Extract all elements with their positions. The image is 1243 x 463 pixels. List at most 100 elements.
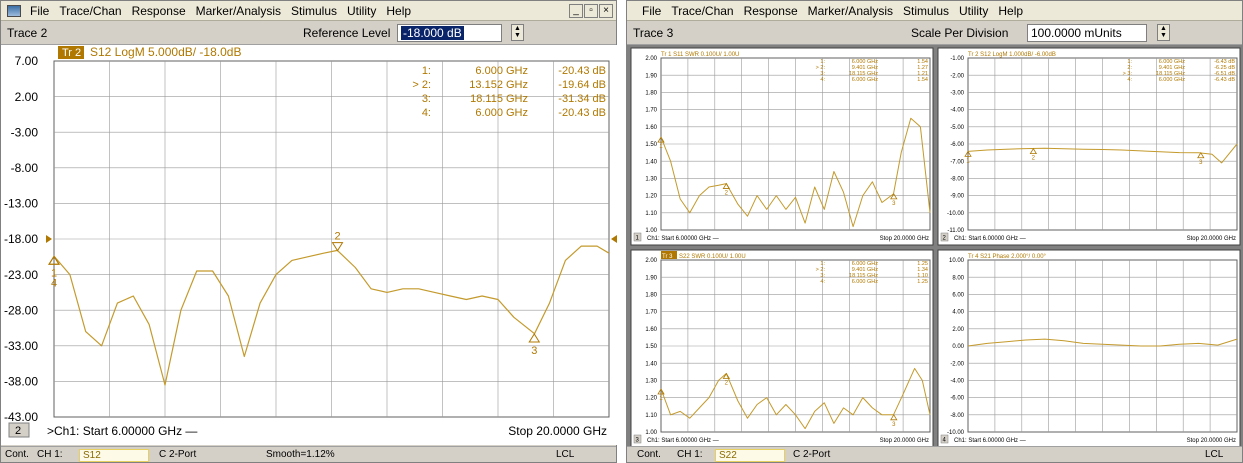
marker-readout-id: 4: [820, 77, 825, 83]
y-tick-label: -43.00 [4, 410, 38, 424]
status-parameter[interactable]: S22 [715, 449, 785, 462]
status-lcl: LCL [556, 449, 575, 460]
marker-readout-id: > 2: [412, 79, 431, 91]
menu-marker-analysis[interactable]: Marker/Analysis [195, 3, 281, 18]
y-tick-label: -23.00 [4, 268, 38, 282]
y-tick-label: 1.90 [645, 73, 657, 79]
chart-panel: -1.00 -2.00 -3.00 -4.00 -5.00 -6.00 -7.00 -8.00… [947, 56, 1238, 234]
marker-readout-value: 1.25 [917, 279, 928, 285]
y-tick-label: -10.00 [947, 430, 965, 436]
menu-file[interactable]: File [642, 3, 662, 18]
menu-response[interactable]: Response [743, 3, 798, 18]
marker-label: 1 [659, 144, 663, 150]
reference-level-spinner[interactable]: ▲ ▼ [511, 24, 524, 41]
marker-readout-id: > 3: [1123, 71, 1133, 77]
menu-response[interactable]: Response [131, 3, 186, 18]
marker-readout-freq: 18.115 GHz [470, 93, 528, 105]
y-tick-label: 0.00 [952, 344, 964, 350]
chart-title: S22 SWR 0.100U/ 1.00U [679, 254, 746, 260]
y-tick-label: 4.00 [952, 310, 964, 316]
channel-number-box [940, 232, 949, 242]
y-tick-label: -8.00 [11, 161, 39, 175]
trace-toolbar: Trace 2 Reference Level -18.000 dB ▲ ▼ [1, 21, 616, 45]
scale-input[interactable]: 100.0000 mUnits [1027, 24, 1147, 42]
restore-button[interactable]: ▫ [584, 3, 598, 18]
menu-utility[interactable]: Utility [959, 3, 989, 18]
menu-help[interactable]: Help [998, 3, 1024, 18]
marker-readout-id: > 2: [816, 65, 826, 71]
y-tick-label: 1.10 [645, 211, 657, 217]
channel-number-box [940, 434, 949, 444]
menu-trace-chan[interactable]: Trace/Chan [671, 3, 734, 18]
status-parameter[interactable]: S12 [79, 449, 149, 462]
marker-readout-freq: 18.115 GHz [849, 71, 878, 77]
start-frequency-label: Ch1: Start 6.00000 GHz — [954, 236, 1026, 242]
status-mode: Cont. [5, 449, 29, 460]
menu-help[interactable]: Help [386, 3, 412, 18]
y-tick-label: -2.00 [950, 73, 964, 79]
channel-number: 3 [636, 438, 640, 444]
channel-number: 1 [636, 236, 640, 242]
marker-readout-id: 1: [820, 261, 825, 267]
reference-level-arrow-left [46, 235, 52, 243]
y-tick-label: -1.00 [950, 56, 964, 62]
trace-line [660, 367, 931, 430]
y-tick-label: 1.70 [645, 108, 657, 114]
menu-trace-chan[interactable]: Trace/Chan [59, 3, 122, 18]
menu-stimulus[interactable]: Stimulus [291, 3, 338, 18]
marker-label: 2 [725, 191, 729, 197]
y-tick-label: -11.00 [947, 228, 964, 234]
y-tick-label: 1.00 [645, 430, 657, 436]
s12-logm-chart: Tr 2 S12 LogM 5.000dB/ -18.0dB 7.00 2.00 -3.… [1, 45, 618, 445]
analyzer-app-icon[interactable] [7, 4, 21, 17]
trace-line [53, 245, 610, 386]
marker-readout-value: 1.54 [917, 59, 928, 65]
marker-readout-freq: 6.000 GHz [852, 261, 879, 267]
marker-readout-value: 1.21 [917, 71, 928, 77]
marker-triangle [890, 414, 898, 421]
marker-triangle [722, 372, 731, 379]
menu-utility[interactable]: Utility [347, 3, 377, 18]
y-tick-label: -6.00 [950, 396, 964, 402]
close-button[interactable]: × [599, 3, 613, 18]
status-lcl: LCL [1205, 449, 1224, 460]
menu-stimulus[interactable]: Stimulus [903, 3, 950, 18]
reference-level-input[interactable]: -18.000 dB [397, 24, 502, 42]
y-tick-label: 10.00 [949, 258, 965, 264]
marker-readout-freq: 6.000 GHz [1159, 77, 1186, 83]
status-mode: Cont. [637, 449, 661, 460]
stop-frequency-label: Stop 20.0000 GHz [880, 236, 929, 242]
y-tick-label: 2.00 [952, 327, 964, 333]
marker-readout-freq: 18.115 GHz [849, 273, 878, 279]
marker-readout-id: 4: [820, 279, 825, 285]
trace-line [967, 143, 1238, 164]
y-tick-label: -6.00 [950, 142, 964, 148]
marker-triangle [528, 333, 541, 343]
reference-level-label: Reference Level [303, 26, 391, 40]
scale-spinner[interactable]: ▲ ▼ [1157, 24, 1170, 41]
marker-triangle [657, 136, 665, 143]
y-tick-label: 1.90 [645, 275, 657, 281]
y-tick-label: 1.20 [645, 396, 657, 402]
channel-number-box [633, 434, 642, 444]
trace-badge [58, 46, 84, 59]
menu-marker-analysis[interactable]: Marker/Analysis [807, 3, 893, 18]
marker-triangle [657, 388, 665, 395]
y-tick-label: 1.50 [645, 344, 657, 350]
marker-readout-id: 4: [422, 107, 431, 119]
y-tick-label: -38.00 [4, 375, 38, 389]
marker-readout-freq: 6.000 GHz [1159, 59, 1186, 65]
trace-line [967, 338, 1238, 347]
y-tick-label: 8.00 [952, 275, 964, 281]
menu-file[interactable]: File [30, 3, 50, 18]
marker-readout-id: 2: [1127, 65, 1132, 71]
marker-triangle [722, 182, 731, 189]
chart-panel: 2.00 1.90 1.80 1.70 1.60 1.50 1.40 1.30 1.20 1.10… [645, 258, 931, 436]
y-tick-label: 1.20 [645, 194, 657, 200]
y-tick-label: 1.10 [645, 413, 657, 419]
marker-label: 3 [892, 422, 896, 428]
marker-readout-id: 4: [1127, 77, 1132, 83]
minimize-button[interactable]: _ [569, 3, 583, 18]
y-tick-label: -4.00 [950, 379, 964, 385]
marker-triangle [48, 255, 60, 265]
